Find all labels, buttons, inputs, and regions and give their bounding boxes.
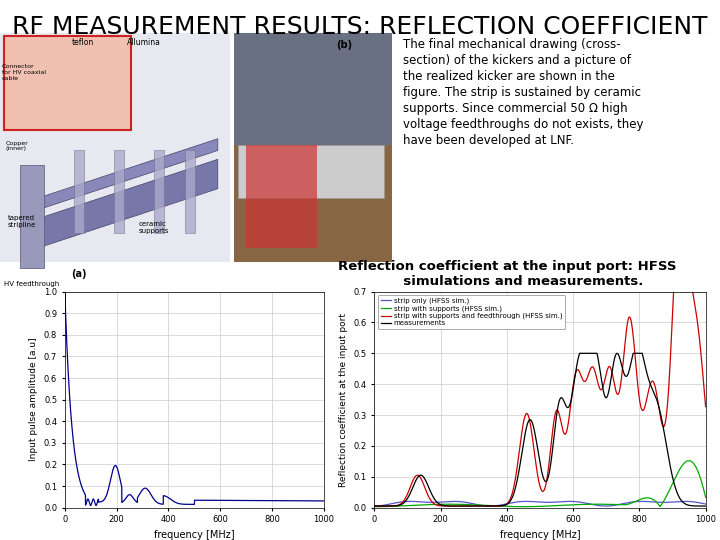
strip only (HFSS sim.) [497, 502, 505, 508]
measurements [408, 485, 416, 492]
strip only (HFSS sim.) [511, 499, 520, 505]
strip with supports (HFSS sim.) [685, 457, 693, 464]
Text: Copper
(inner): Copper (inner) [6, 141, 29, 152]
strip with supports and feedthrough (HFSS sim.) [428, 498, 436, 505]
strip with supports (HFSS sim.) [695, 471, 703, 478]
Bar [234, 33, 392, 145]
strip only (HFSS sim.) [701, 501, 710, 507]
strip with supports and feedthrough (HFSS sim.) [467, 503, 476, 509]
strip only (HFSS sim.) [428, 499, 436, 505]
Text: Reflection coefficient at the input port: HFSS
       simulations and measuremen: Reflection coefficient at the input port… [338, 260, 677, 288]
measurements [575, 350, 584, 356]
Text: RF MEASUREMENT RESULTS: REFLECTION COEFFICIENT: RF MEASUREMENT RESULTS: REFLECTION COEFF… [12, 15, 708, 39]
strip with supports (HFSS sim.) [511, 503, 520, 510]
strip only (HFSS sim.) [695, 500, 703, 506]
strip with supports and feedthrough (HFSS sim.) [660, 423, 668, 430]
Text: HV feedthrough: HV feedthrough [4, 281, 59, 287]
strip with supports (HFSS sim.) [370, 503, 379, 510]
strip with supports and feedthrough (HFSS sim.) [498, 503, 506, 509]
strip only (HFSS sim.) [370, 503, 379, 509]
strip with supports and feedthrough (HFSS sim.) [370, 503, 379, 509]
Text: The final mechanical drawing (cross-
section) of the kickers and a picture of
th: The final mechanical drawing (cross- sec… [403, 38, 644, 147]
X-axis label: frequency [MHz]: frequency [MHz] [500, 530, 580, 540]
Text: ceramic
supports: ceramic supports [139, 221, 169, 234]
Legend: strip only (HFSS sim.), strip with supports (HFSS sim.), strip with supports and: strip only (HFSS sim.), strip with suppo… [378, 295, 565, 329]
Polygon shape [40, 159, 218, 247]
Text: tapered
stripline: tapered stripline [8, 215, 36, 228]
Line: strip with supports (HFSS sim.): strip with supports (HFSS sim.) [374, 461, 706, 507]
measurements [695, 503, 703, 509]
Text: (b): (b) [337, 39, 353, 50]
strip with supports (HFSS sim.) [408, 502, 416, 509]
Bar [153, 151, 163, 233]
strip only (HFSS sim.) [408, 498, 416, 505]
Bar [0, 33, 230, 262]
strip with supports and feedthrough (HFSS sim.) [701, 403, 710, 410]
Bar [74, 151, 84, 233]
strip with supports and feedthrough (HFSS sim.) [695, 334, 703, 341]
measurements [660, 426, 668, 433]
Polygon shape [40, 139, 218, 210]
Bar [238, 145, 384, 198]
strip with supports (HFSS sim.) [428, 501, 436, 508]
Bar [114, 151, 124, 233]
Bar [185, 151, 195, 233]
strip with supports (HFSS sim.) [659, 498, 667, 505]
strip only (HFSS sim.) [660, 499, 668, 505]
measurements [498, 503, 506, 509]
Bar [4, 36, 131, 130]
measurements [370, 503, 379, 509]
Line: strip with supports and feedthrough (HFSS sim.): strip with supports and feedthrough (HFS… [374, 239, 706, 506]
strip with supports and feedthrough (HFSS sim.) [511, 472, 520, 479]
measurements [428, 491, 436, 497]
measurements [469, 503, 478, 509]
measurements [701, 503, 710, 509]
Line: measurements: measurements [374, 353, 706, 506]
Line: strip only (HFSS sim.): strip only (HFSS sim.) [374, 502, 706, 506]
Text: Connector
for HV coaxial
cable: Connector for HV coaxial cable [2, 64, 46, 81]
strip with supports (HFSS sim.) [701, 494, 710, 501]
Text: Allumina: Allumina [127, 38, 161, 46]
measurements [511, 483, 520, 489]
Y-axis label: Reflection coefficient at the input port: Reflection coefficient at the input port [339, 313, 348, 487]
Bar [234, 33, 392, 262]
strip only (HFSS sim.) [565, 498, 574, 505]
Text: (a): (a) [71, 269, 87, 279]
Bar [246, 145, 317, 247]
Text: teflon: teflon [71, 38, 94, 46]
strip with supports and feedthrough (HFSS sim.) [408, 479, 416, 485]
strip with supports (HFSS sim.) [497, 503, 505, 509]
Y-axis label: Input pulse amplitude [a.u]: Input pulse amplitude [a.u] [30, 338, 38, 461]
strip with supports and feedthrough (HFSS sim.) [672, 236, 680, 242]
X-axis label: frequency [MHz]: frequency [MHz] [154, 530, 235, 540]
Bar [20, 165, 44, 268]
